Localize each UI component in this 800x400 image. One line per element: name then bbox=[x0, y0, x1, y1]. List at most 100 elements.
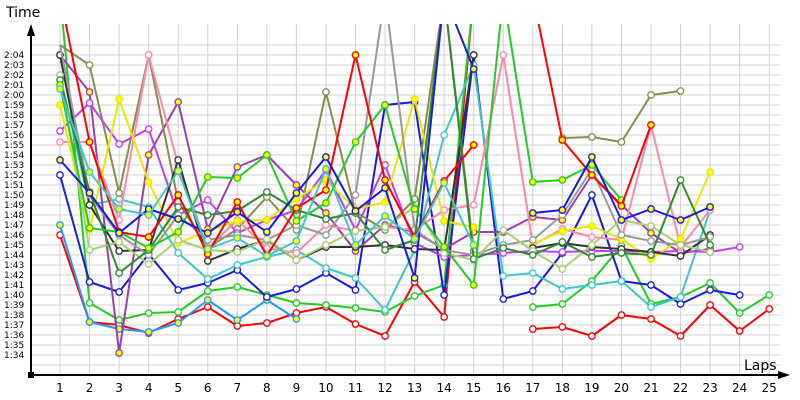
data-point-marker bbox=[499, 272, 508, 280]
data-point-marker bbox=[292, 237, 301, 245]
data-point-marker bbox=[115, 316, 123, 324]
data-point-marker bbox=[588, 133, 596, 141]
data-point-marker bbox=[233, 208, 242, 216]
data-point-marker bbox=[676, 300, 685, 308]
data-point-marker bbox=[381, 332, 389, 340]
data-point-marker bbox=[233, 198, 242, 206]
data-point-marker bbox=[735, 243, 744, 251]
data-point-marker bbox=[262, 151, 271, 159]
data-point-marker bbox=[647, 303, 655, 311]
y-tick-label: 1:34 bbox=[4, 351, 24, 361]
data-point-marker bbox=[144, 178, 153, 186]
x-tick-label: 6 bbox=[204, 381, 212, 395]
y-tick-label: 1:42 bbox=[4, 271, 24, 281]
x-tick-label: 5 bbox=[174, 381, 182, 395]
data-point-marker bbox=[115, 140, 123, 148]
data-point-marker bbox=[706, 241, 714, 249]
data-point-marker bbox=[381, 184, 389, 192]
data-point-marker bbox=[174, 203, 183, 211]
data-point-marker bbox=[115, 269, 123, 277]
data-point-marker bbox=[262, 319, 271, 327]
x-tick-label: 2 bbox=[86, 381, 94, 395]
data-point-marker bbox=[499, 295, 508, 303]
data-point-marker bbox=[85, 61, 94, 69]
data-point-marker bbox=[292, 256, 301, 264]
data-point-marker bbox=[410, 235, 419, 243]
data-point-marker bbox=[174, 191, 183, 199]
data-point-marker bbox=[85, 224, 94, 232]
data-point-marker bbox=[292, 189, 301, 197]
data-point-marker bbox=[292, 299, 301, 307]
series-line bbox=[59, 24, 623, 286]
data-point-marker bbox=[647, 205, 655, 213]
data-point-marker bbox=[676, 216, 685, 224]
data-point-marker bbox=[440, 179, 448, 187]
data-point-marker bbox=[262, 293, 271, 301]
data-point-marker bbox=[647, 229, 655, 237]
data-point-marker bbox=[174, 98, 183, 106]
data-point-marker bbox=[588, 222, 596, 230]
data-point-marker bbox=[351, 227, 360, 235]
x-tick-label: 7 bbox=[233, 381, 241, 395]
data-point-marker bbox=[233, 234, 242, 242]
series-yellow bbox=[56, 95, 714, 263]
data-point-marker bbox=[203, 303, 212, 311]
data-point-marker bbox=[558, 176, 567, 184]
data-point-marker bbox=[115, 189, 123, 197]
y-tick-label: 1:38 bbox=[4, 311, 24, 321]
data-point-marker bbox=[174, 249, 183, 257]
data-point-marker bbox=[676, 252, 685, 260]
data-point-marker bbox=[115, 349, 123, 357]
data-point-marker bbox=[203, 287, 212, 295]
data-point-marker bbox=[351, 274, 360, 282]
data-point-marker bbox=[233, 248, 242, 256]
data-point-marker bbox=[588, 332, 596, 340]
data-point-marker bbox=[617, 277, 626, 285]
y-axis-title: Time bbox=[5, 5, 40, 21]
y-tick-label: 1:37 bbox=[4, 321, 24, 331]
series-blue-b bbox=[56, 24, 714, 282]
data-point-marker bbox=[410, 205, 419, 213]
data-point-marker bbox=[322, 231, 330, 239]
data-point-marker bbox=[351, 286, 360, 294]
data-point-marker bbox=[85, 168, 94, 176]
y-tick-label: 1:54 bbox=[4, 151, 24, 161]
data-point-marker bbox=[85, 99, 94, 107]
data-point-marker bbox=[351, 320, 360, 328]
data-point-marker bbox=[203, 245, 212, 253]
data-point-marker bbox=[528, 178, 537, 186]
data-point-marker bbox=[174, 286, 183, 294]
data-point-marker bbox=[617, 202, 626, 210]
data-point-marker bbox=[144, 328, 153, 336]
data-point-marker bbox=[588, 281, 596, 289]
data-point-marker bbox=[676, 332, 685, 340]
data-point-marker bbox=[262, 216, 271, 224]
data-point-marker bbox=[322, 264, 330, 272]
data-point-marker bbox=[381, 101, 389, 109]
data-point-marker bbox=[144, 309, 153, 317]
data-point-marker bbox=[144, 51, 153, 59]
y-tick-label: 1:46 bbox=[4, 231, 24, 241]
data-point-marker bbox=[706, 203, 714, 211]
data-point-marker bbox=[144, 125, 153, 133]
data-point-marker bbox=[617, 311, 626, 319]
data-point-marker bbox=[85, 88, 94, 96]
x-tick-label: 25 bbox=[762, 381, 777, 395]
data-point-marker bbox=[588, 233, 596, 241]
data-point-marker bbox=[735, 327, 744, 335]
series-dark-green bbox=[56, 24, 714, 277]
data-point-marker bbox=[647, 315, 655, 323]
data-point-marker bbox=[292, 181, 301, 189]
data-point-marker bbox=[85, 246, 94, 254]
data-point-marker bbox=[262, 228, 271, 236]
y-tick-label: 2:04 bbox=[4, 51, 24, 61]
data-point-marker bbox=[617, 138, 626, 146]
data-point-marker bbox=[528, 209, 537, 217]
data-point-marker bbox=[381, 198, 389, 206]
data-point-marker bbox=[262, 235, 271, 243]
y-tick-label: 1:36 bbox=[4, 331, 24, 341]
data-point-marker bbox=[647, 251, 655, 259]
data-point-marker bbox=[233, 163, 242, 171]
x-tick-label: 4 bbox=[145, 381, 153, 395]
data-point-marker bbox=[115, 95, 123, 103]
